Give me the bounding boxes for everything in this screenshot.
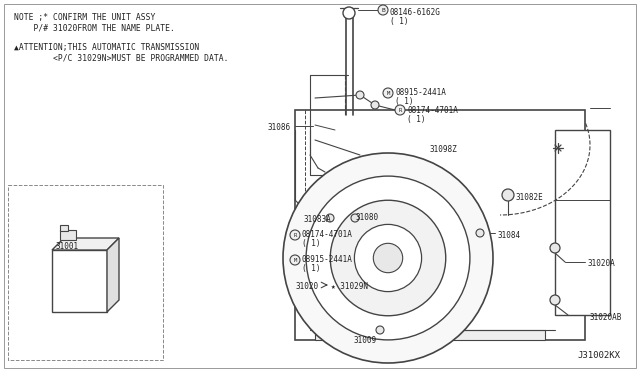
Text: 08915-2441A: 08915-2441A <box>302 255 353 264</box>
Circle shape <box>395 105 405 115</box>
Polygon shape <box>52 238 119 250</box>
Circle shape <box>351 214 359 222</box>
Text: 31009: 31009 <box>353 336 376 345</box>
Circle shape <box>383 88 393 98</box>
Text: 31020A: 31020A <box>587 259 615 268</box>
Bar <box>315 330 545 340</box>
Bar <box>555 130 610 315</box>
Polygon shape <box>107 238 119 312</box>
Circle shape <box>306 176 470 340</box>
Text: ( 1): ( 1) <box>407 115 426 124</box>
Text: ▲ATTENTION;THIS AUTOMATIC TRANSMISSION: ▲ATTENTION;THIS AUTOMATIC TRANSMISSION <box>14 43 199 52</box>
Circle shape <box>283 153 493 363</box>
Circle shape <box>550 295 560 305</box>
Text: 31084: 31084 <box>497 231 520 240</box>
Text: ★ 31029N: ★ 31029N <box>331 282 368 291</box>
Bar <box>8 185 163 360</box>
Circle shape <box>378 5 388 15</box>
Bar <box>60 230 76 240</box>
Text: ( 1): ( 1) <box>302 264 321 273</box>
Text: R: R <box>398 108 402 112</box>
Text: J31002KX: J31002KX <box>577 351 620 360</box>
Text: ( 1): ( 1) <box>302 239 321 248</box>
Circle shape <box>476 229 484 237</box>
Text: 08174-4701A: 08174-4701A <box>302 230 353 239</box>
Text: ( 1): ( 1) <box>390 17 408 26</box>
Circle shape <box>330 200 445 316</box>
Text: R: R <box>293 232 296 237</box>
Text: 08146-6162G: 08146-6162G <box>390 8 441 17</box>
Circle shape <box>376 326 384 334</box>
Text: B: B <box>381 7 385 13</box>
Bar <box>52 250 107 312</box>
Text: M: M <box>387 90 390 96</box>
Circle shape <box>356 91 364 99</box>
Text: 31082E: 31082E <box>516 193 544 202</box>
Bar <box>318 200 393 265</box>
Text: 31001: 31001 <box>55 242 78 251</box>
Circle shape <box>373 243 403 273</box>
Text: 31083A: 31083A <box>303 215 331 224</box>
Circle shape <box>550 243 560 253</box>
Circle shape <box>290 255 300 265</box>
Circle shape <box>290 230 300 240</box>
Circle shape <box>502 189 514 201</box>
Text: 31020AB: 31020AB <box>590 313 622 322</box>
Text: 31020: 31020 <box>295 282 318 291</box>
Text: 31086: 31086 <box>267 123 290 132</box>
Text: 08915-2441A: 08915-2441A <box>395 88 446 97</box>
Text: NOTE ;* CONFIRM THE UNIT ASSY: NOTE ;* CONFIRM THE UNIT ASSY <box>14 13 156 22</box>
Text: ( 1): ( 1) <box>395 97 413 106</box>
Circle shape <box>326 214 334 222</box>
Text: P/# 31020FROM THE NAME PLATE.: P/# 31020FROM THE NAME PLATE. <box>14 23 175 32</box>
Bar <box>60 225 68 231</box>
Text: <P/C 31029N>MUST BE PROGRAMMED DATA.: <P/C 31029N>MUST BE PROGRAMMED DATA. <box>14 53 228 62</box>
Circle shape <box>355 224 422 292</box>
Circle shape <box>371 101 379 109</box>
Text: 31098Z: 31098Z <box>430 145 458 154</box>
Bar <box>295 110 585 340</box>
Text: M: M <box>293 257 296 263</box>
Text: 31080: 31080 <box>355 213 378 222</box>
Circle shape <box>343 7 355 19</box>
Text: 08174-4701A: 08174-4701A <box>407 106 458 115</box>
